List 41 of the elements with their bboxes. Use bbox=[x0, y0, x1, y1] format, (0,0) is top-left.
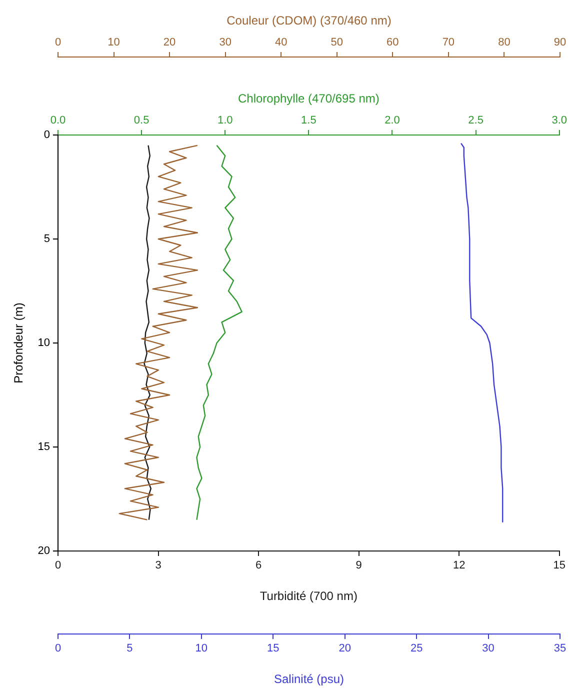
x2-tick-label: 0.0 bbox=[50, 114, 66, 126]
x-tick-label: 3 bbox=[155, 560, 162, 572]
x2-tick-label: 3.0 bbox=[552, 114, 568, 126]
x-tick-label: 60 bbox=[386, 36, 399, 48]
x-tick-label: 0 bbox=[54, 560, 62, 572]
x-tick-label: 20 bbox=[338, 642, 351, 655]
x2-tick-label: 2.0 bbox=[384, 114, 400, 126]
x-tick-label: 5 bbox=[126, 642, 133, 655]
x2-tick-label: 0.5 bbox=[134, 114, 150, 126]
x-tick-label: 20 bbox=[163, 36, 176, 48]
x-tick-label: 15 bbox=[267, 642, 280, 655]
x-tick-label: 30 bbox=[219, 36, 232, 48]
x-tick-label: 10 bbox=[195, 642, 208, 655]
y-tick-label: 15 bbox=[38, 441, 50, 454]
x-tick-label: 80 bbox=[498, 36, 510, 48]
x-tick-label: 0 bbox=[54, 642, 62, 655]
y-tick-label: 5 bbox=[44, 233, 50, 246]
x2-axis-title: Chlorophylle (470/695 nm) bbox=[238, 92, 380, 106]
x-tick-label: 90 bbox=[554, 36, 566, 48]
x-tick-label: 35 bbox=[554, 642, 566, 655]
x2-tick-label: 1.0 bbox=[217, 114, 233, 126]
x-tick-label: 12 bbox=[452, 560, 466, 572]
x-tick-label: 6 bbox=[255, 560, 262, 572]
x2-tick-label: 1.5 bbox=[301, 114, 316, 126]
x-tick-label: 40 bbox=[274, 36, 288, 48]
x-tick-label: 70 bbox=[442, 36, 455, 48]
y-tick-label: 10 bbox=[38, 337, 50, 350]
x-tick-label: 30 bbox=[482, 642, 494, 655]
x-tick-label: 25 bbox=[410, 642, 423, 655]
x-tick-label: 9 bbox=[356, 560, 362, 572]
x-tick-label: 15 bbox=[553, 560, 566, 572]
y-tick-label: 0 bbox=[44, 129, 50, 142]
x-axis-title: Salinité (psu) bbox=[274, 672, 344, 686]
y-axis-title: Profondeur (m) bbox=[12, 302, 26, 384]
x-tick-label: 0 bbox=[54, 36, 62, 48]
x2-tick-label: 2.5 bbox=[468, 114, 484, 126]
x-tick-label: 10 bbox=[108, 36, 120, 48]
x-axis-title: Turbidité (700 nm) bbox=[260, 589, 358, 604]
x-tick-label: 50 bbox=[330, 36, 344, 48]
x-axis-title: Couleur (CDOM) (370/460 nm) bbox=[226, 14, 392, 28]
y-tick-label: 20 bbox=[38, 545, 50, 558]
